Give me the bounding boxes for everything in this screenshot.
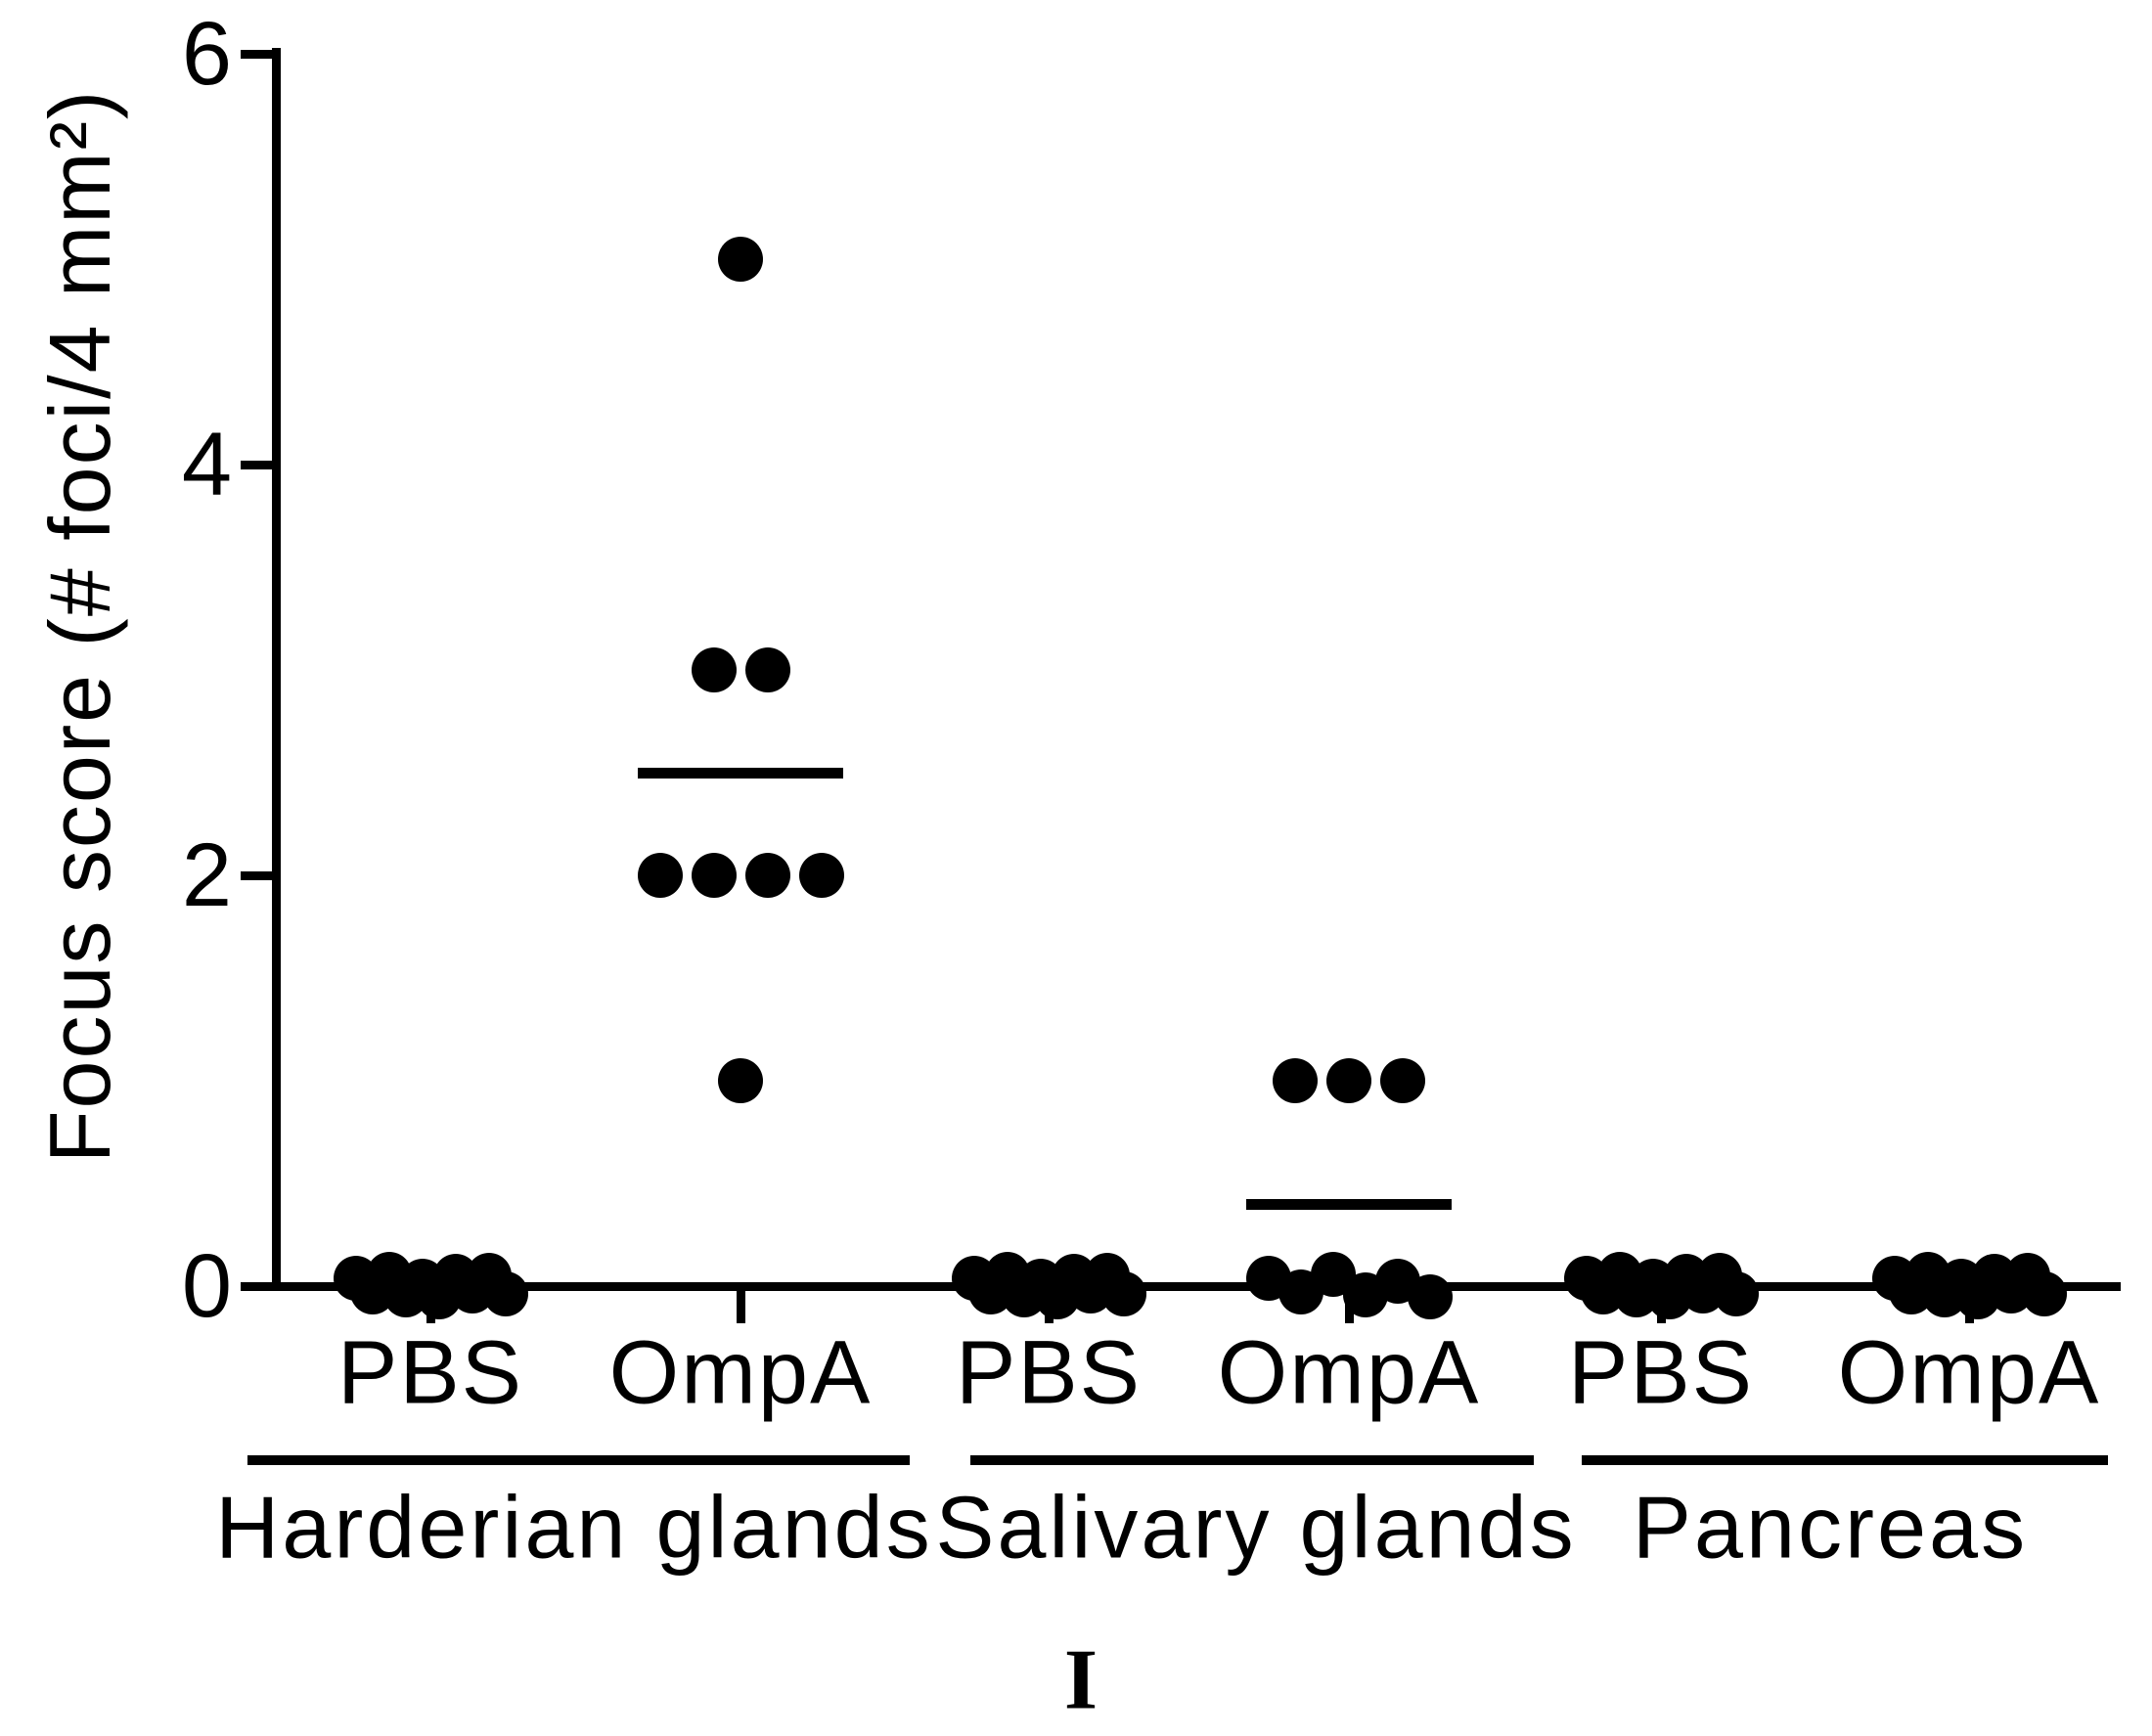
treatment-label: PBS [955,1322,1143,1423]
y-axis-line [272,48,281,1290]
y-tick-label: 6 [181,4,232,104]
data-point [1273,1058,1318,1103]
organ-label: Pancreas [1632,1479,2029,1578]
organ-label: Salivary glands [935,1479,1577,1578]
x-axis-line [272,1282,2121,1291]
data-point [1407,1274,1453,1319]
y-tick-label: 4 [181,415,232,514]
data-point [744,853,790,898]
group-underline [1582,1455,2108,1465]
data-point [718,237,763,282]
column-tick [737,1286,745,1323]
data-point [637,853,683,898]
data-point [691,647,737,692]
data-point [1326,1058,1371,1103]
treatment-label: OmpA [1837,1322,2101,1423]
data-point [718,1058,763,1103]
data-point [744,647,790,692]
treatment-label: OmpA [1217,1322,1481,1423]
treatment-label: PBS [336,1322,524,1423]
data-point [1380,1058,1425,1103]
y-tick [241,50,277,59]
y-tick [241,461,277,469]
y-axis-title: Focus score (# foci/4 mm²) [31,88,128,1164]
data-point [482,1271,528,1316]
data-point [1713,1271,1759,1316]
mean-line [1246,1199,1452,1210]
data-point [691,853,737,898]
mean-line [638,768,843,779]
y-tick [241,871,277,880]
group-underline [247,1455,910,1465]
treatment-label: OmpA [608,1322,873,1423]
y-tick [241,1282,277,1291]
data-point [798,853,844,898]
treatment-label: PBS [1567,1322,1755,1423]
panel-label: I [1063,1632,1098,1728]
y-tick-label: 2 [181,825,232,925]
organ-label: Harderian glands [215,1479,933,1578]
group-underline [970,1455,1534,1465]
data-point [2021,1271,2067,1316]
data-point [1100,1271,1146,1316]
y-tick-label: 0 [181,1236,232,1336]
